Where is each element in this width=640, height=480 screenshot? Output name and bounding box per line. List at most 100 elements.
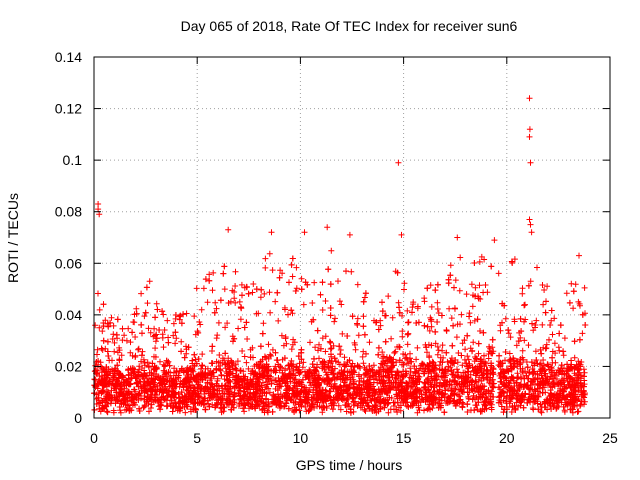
data-point [141,313,148,320]
data-point [360,313,367,320]
data-point [237,316,244,323]
data-point [312,344,319,351]
data-point [578,398,585,405]
data-point [262,255,269,262]
data-point [544,283,551,290]
data-point [257,294,264,301]
data-point [459,362,466,369]
data-point [266,389,273,396]
data-point [475,350,482,357]
data-point [469,347,476,354]
data-point [201,391,208,397]
data-point [241,353,248,360]
data-point [549,331,556,338]
data-point [581,284,588,291]
data-point [409,304,416,311]
data-point [427,282,434,289]
data-point [96,306,103,313]
data-point [300,301,307,308]
data-point [161,327,168,333]
data-point [468,281,475,288]
data-point [472,284,479,291]
data-point [131,319,138,326]
data-point [497,327,504,334]
data-point [152,345,159,352]
data-point [99,328,106,335]
data-point [337,347,344,353]
data-point [188,408,194,415]
data-point [261,353,268,360]
data-point [471,388,478,395]
data-point [292,376,299,383]
data-point [505,330,512,337]
data-point [293,264,300,271]
data-point [125,372,132,379]
data-point [343,408,350,415]
data-point [321,378,328,385]
data-point [160,344,167,351]
data-point [148,401,155,408]
data-point [521,337,528,344]
data-point [535,393,542,400]
data-point [560,352,567,359]
data-point [249,344,256,351]
data-point [448,315,455,322]
data-point [352,346,359,353]
data-point [216,352,223,358]
data-point [341,379,348,386]
data-point [232,283,239,289]
data-point [139,348,146,355]
data-point [298,402,305,409]
data-point [327,339,334,346]
data-point [507,396,514,403]
data-point [234,358,241,365]
data-point [144,359,151,366]
data-point [519,347,526,354]
data-point [299,364,306,371]
data-point [293,285,300,292]
data-point [197,321,204,328]
data-point [399,312,405,319]
data-point [341,354,348,361]
data-point [377,317,384,324]
data-point [446,305,453,312]
data-point [92,362,99,369]
data-point [474,406,481,413]
data-point [206,271,213,278]
data-point [517,334,524,341]
data-point [362,408,369,415]
data-points [91,95,589,416]
data-point [193,285,200,292]
data-point [172,340,179,347]
data-point [245,365,252,372]
data-point [511,316,518,323]
data-point [103,408,110,415]
data-point [513,342,520,349]
data-point [135,346,142,353]
data-point [178,338,185,345]
data-point [404,341,411,348]
data-point [339,330,346,337]
data-point [278,332,285,339]
data-point [279,270,286,277]
data-point [519,285,526,292]
data-point [537,346,544,353]
data-point [209,287,216,294]
data-point [414,344,421,351]
data-point [397,407,404,414]
data-point [311,356,318,362]
data-point [388,335,395,342]
data-point [361,294,368,301]
data-point [580,366,587,373]
data-point [401,286,407,293]
chart-title: Day 065 of 2018, Rate Of TEC Index for r… [181,18,518,34]
data-point [354,281,361,288]
data-point [570,305,577,312]
data-point [360,360,367,367]
data-point [260,320,267,327]
data-point [316,355,322,362]
data-point [170,332,177,339]
data-point [307,339,313,346]
data-point [574,408,581,415]
